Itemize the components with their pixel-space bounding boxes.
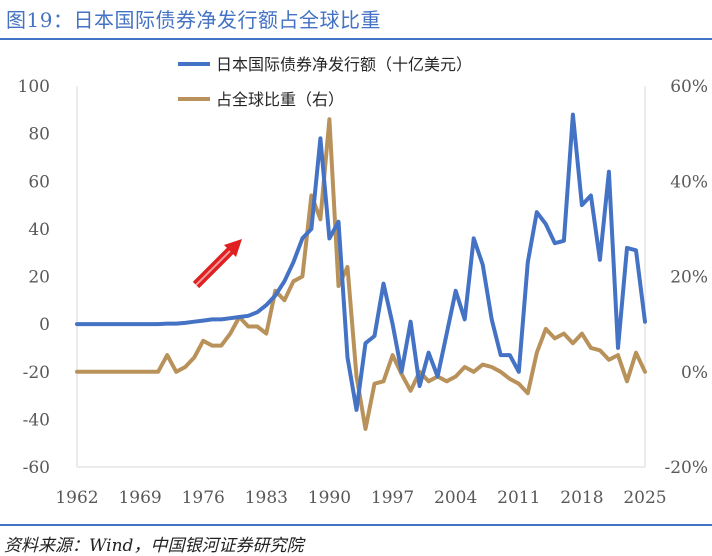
- y-left-tick-label: 0: [39, 315, 50, 335]
- x-tick-labels: 1962 1969 1976 1983 1990 1997 2004 2011 2018 2025: [55, 488, 666, 508]
- y-left-tick-label: -20: [23, 363, 50, 383]
- x-tick-label: 2018: [560, 488, 603, 508]
- y-left-tick-label: -60: [23, 458, 50, 478]
- y-left-tick-label: -40: [23, 410, 50, 430]
- x-tick-label: 1976: [182, 488, 225, 508]
- y-right-tick-label: -20%: [664, 458, 708, 478]
- x-tick-label: 1969: [118, 488, 161, 508]
- arrow-head: [224, 239, 242, 257]
- y-left-tick-label: 60: [28, 172, 50, 192]
- x-tick-label: 1962: [55, 488, 98, 508]
- y-left-tick-label: 40: [28, 220, 50, 240]
- y-left-tick-label: 20: [28, 268, 50, 288]
- y-right-tick-label: 0%: [681, 363, 708, 383]
- legend-label-global-share: 占全球比重（右）: [216, 90, 344, 109]
- page-title: 图19：日本国际债券净发行额占全球比重: [6, 8, 381, 32]
- x-tick-label: 2025: [623, 488, 666, 508]
- red-arrow-annotation: [192, 239, 242, 289]
- y-right-tick-label: 60%: [670, 77, 708, 97]
- x-tick-label: 1983: [245, 488, 288, 508]
- legend: 日本国际债券净发行额（十亿美元） 占全球比重（右）: [178, 55, 472, 109]
- source-note: 资料来源：Wind，中国银河证券研究院: [4, 536, 304, 556]
- y-right-tick-label: 20%: [670, 268, 708, 288]
- x-tick-label: 1990: [308, 488, 351, 508]
- footer-divider: [0, 524, 712, 526]
- x-tick-label: 1997: [371, 488, 414, 508]
- x-tick-label: 2004: [434, 488, 477, 508]
- series-net-issuance-line: [75, 112, 647, 412]
- legend-label-net-issuance: 日本国际债券净发行额（十亿美元）: [216, 55, 472, 74]
- left-tick-labels: 100 80 60 40 20 0 -20 -40 -60: [18, 77, 50, 478]
- y-left-tick-label: 100: [18, 77, 50, 97]
- series-global-share-line: [75, 117, 647, 431]
- right-tick-labels: 60% 40% 20% 0% -20%: [664, 77, 708, 478]
- title-divider: [0, 38, 712, 40]
- y-left-tick-label: 80: [28, 125, 50, 145]
- arrow-shaft-inner: [195, 248, 233, 286]
- y-right-tick-label: 40%: [670, 172, 708, 192]
- x-tick-label: 2011: [497, 488, 540, 508]
